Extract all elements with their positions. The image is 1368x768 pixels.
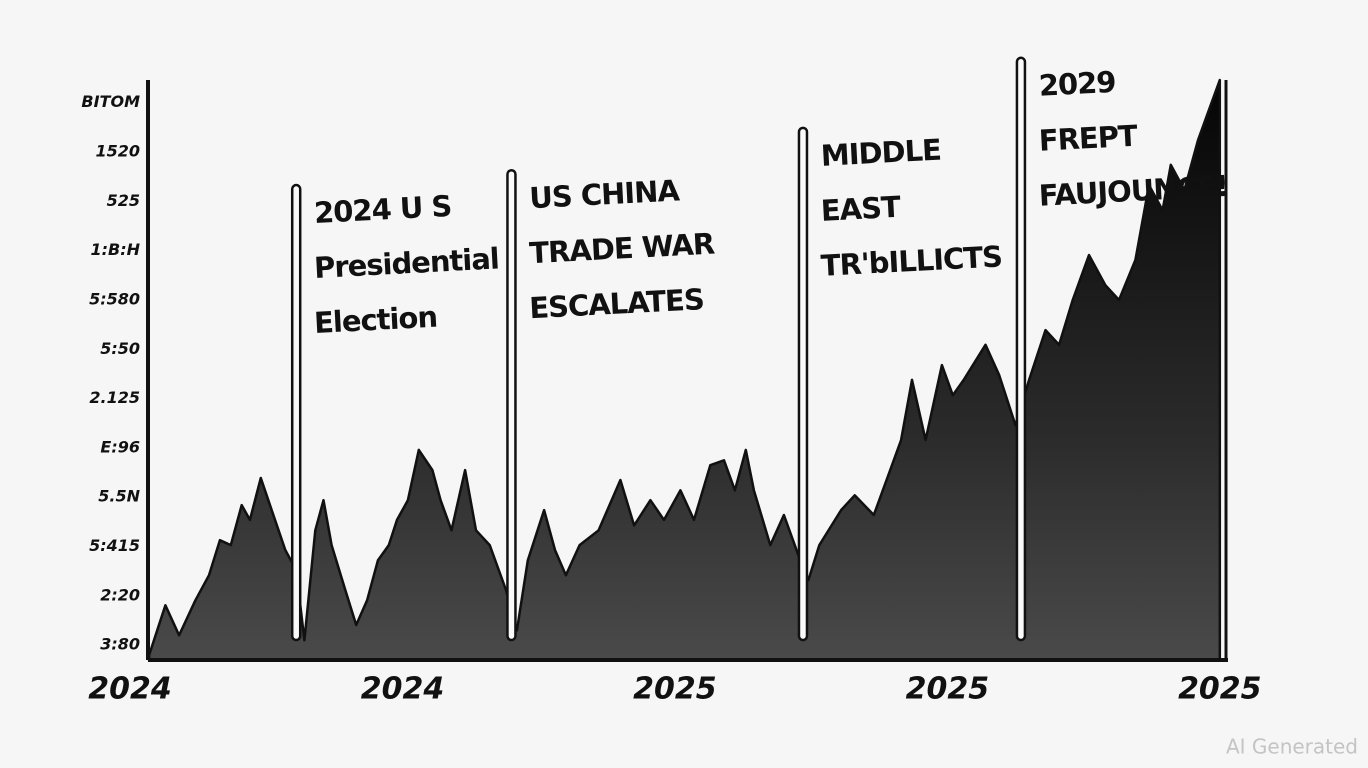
- event-marker: [797, 126, 809, 642]
- event-label: EAST: [820, 190, 902, 228]
- area: [147, 78, 1222, 662]
- event-marker: [290, 183, 302, 642]
- watermark: AI Generated: [1226, 735, 1358, 759]
- x-tick-label: 2025: [633, 672, 717, 707]
- y-tick-label: 5:580: [89, 289, 140, 308]
- y-tick-label: 1:B:H: [90, 240, 140, 259]
- y-tick-label: 3:80: [100, 635, 140, 654]
- x-tick-label: 2025: [1178, 672, 1262, 707]
- y-tick-label: 5:415: [89, 536, 140, 555]
- event-label: MIDDLE: [820, 133, 942, 173]
- y-tick-label: E:96: [100, 437, 140, 456]
- event-marker: [1015, 56, 1027, 642]
- y-tick-label: 5:50: [100, 339, 140, 358]
- x-tick-label: 2025: [906, 672, 990, 707]
- event-label: 2024 U S: [313, 189, 452, 230]
- event-label: 2029: [1038, 65, 1116, 103]
- y-tick-label: 1520: [95, 142, 140, 161]
- x-tick-label: 2024: [88, 672, 172, 707]
- event-label: FREPT: [1038, 119, 1139, 158]
- event-marker: [506, 169, 517, 642]
- y-tick-label: 2:20: [100, 585, 140, 604]
- x-tick-label: 2024: [361, 672, 445, 707]
- y-tick-label: BITOM: [81, 92, 140, 111]
- event-label: US CHINA: [528, 173, 681, 215]
- y-tick-label: 5.5N: [98, 487, 140, 506]
- y-tick-label: 525: [107, 191, 140, 210]
- y-tick-label: 2.125: [89, 388, 140, 407]
- event-label: Election: [313, 300, 438, 340]
